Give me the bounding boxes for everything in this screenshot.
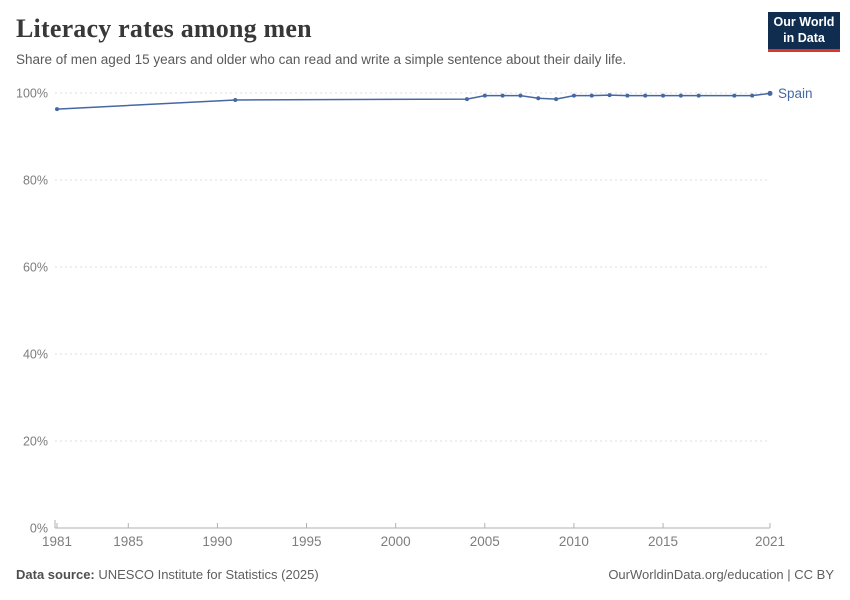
- owid-logo-line1: Our World: [773, 14, 835, 29]
- data-point: [589, 93, 594, 98]
- data-point: [767, 90, 773, 96]
- x-tick-label: 1985: [113, 534, 143, 549]
- x-tick-label: 2000: [381, 534, 411, 549]
- y-tick-label: 80%: [23, 174, 48, 188]
- x-tick-label: 2015: [648, 534, 678, 549]
- owid-logo-line2: in Data: [783, 30, 825, 45]
- x-tick-label: 1995: [292, 534, 322, 549]
- data-point: [536, 96, 541, 101]
- y-tick-label: 100%: [16, 87, 48, 101]
- data-point: [233, 97, 238, 102]
- data-point: [625, 93, 630, 98]
- owid-footer-link[interactable]: OurWorldinData.org/education | CC BY: [608, 567, 834, 582]
- x-tick-label: 1981: [42, 534, 72, 549]
- data-point: [464, 97, 469, 102]
- data-point: [696, 93, 701, 98]
- data-point: [678, 93, 683, 98]
- data-source-note[interactable]: Data source: UNESCO Institute for Statis…: [16, 567, 319, 582]
- data-point: [518, 93, 523, 98]
- data-source-text: UNESCO Institute for Statistics (2025): [94, 567, 319, 582]
- data-point: [500, 93, 505, 98]
- chart-subtitle: Share of men aged 15 years and older who…: [16, 52, 627, 67]
- x-tick-label: 2021: [755, 534, 785, 549]
- y-tick-label: 20%: [23, 435, 48, 449]
- data-source-label: Data source:: [16, 567, 95, 582]
- data-point: [607, 93, 612, 98]
- owid-logo[interactable]: Our World in Data: [768, 12, 840, 52]
- data-point: [750, 93, 755, 98]
- series-label-spain[interactable]: Spain: [778, 86, 813, 101]
- y-tick-label: 0%: [30, 522, 48, 536]
- data-point: [554, 97, 559, 102]
- y-tick-label: 60%: [23, 261, 48, 275]
- data-point: [482, 93, 487, 98]
- page-title: Literacy rates among men: [16, 14, 312, 43]
- data-point: [661, 93, 666, 98]
- data-point: [643, 93, 648, 98]
- x-tick-label: 1990: [202, 534, 232, 549]
- data-point: [55, 107, 59, 112]
- x-tick-label: 2005: [470, 534, 500, 549]
- data-point: [571, 93, 576, 98]
- chart-footer: Data source: UNESCO Institute for Statis…: [16, 567, 834, 582]
- x-tick-label: 2010: [559, 534, 589, 549]
- y-tick-label: 40%: [23, 348, 48, 362]
- data-point: [732, 93, 737, 98]
